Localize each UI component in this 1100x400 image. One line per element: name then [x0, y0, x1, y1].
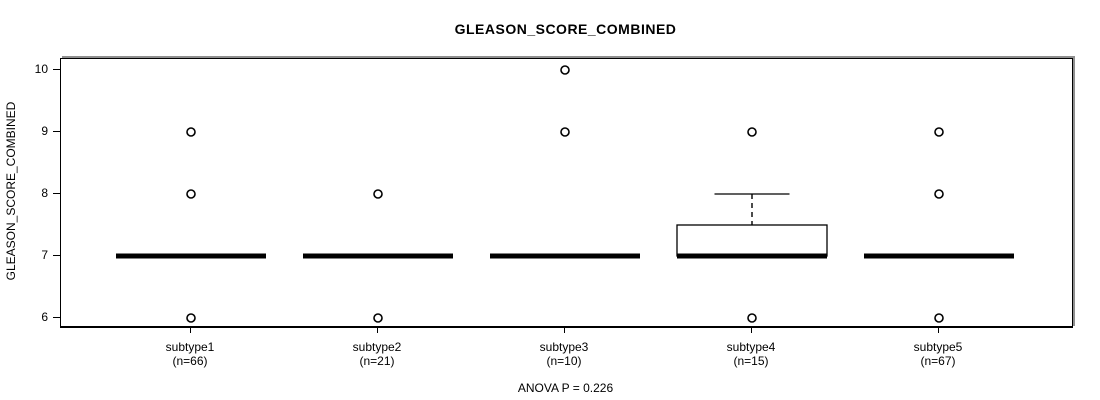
group-label-subtype1: subtype1 (n=66) — [97, 340, 283, 368]
outlier-point — [186, 127, 196, 137]
group-label-subtype5: subtype5 (n=67) — [845, 340, 1031, 368]
group-n-count: (n=67) — [920, 354, 956, 368]
chart-title: GLEASON_SCORE_COMBINED — [454, 21, 677, 37]
x-tick-mark — [190, 327, 191, 333]
x-tick-mark — [564, 327, 565, 333]
outlier-point — [747, 127, 757, 137]
y-tick-label: 8 — [41, 186, 48, 200]
group-name: subtype1 — [165, 340, 215, 354]
iqr-box — [676, 224, 828, 257]
outlier-point — [186, 189, 196, 199]
group-n-count: (n=15) — [733, 354, 769, 368]
group-label-subtype3: subtype3 (n=10) — [471, 340, 657, 368]
y-tick-mark — [53, 193, 60, 194]
outlier-point — [934, 127, 944, 137]
y-tick-mark — [53, 131, 60, 132]
outlier-point — [934, 313, 944, 323]
group-n-count: (n=66) — [172, 354, 208, 368]
x-tick-mark — [938, 327, 939, 333]
group-name: subtype3 — [539, 340, 589, 354]
y-tick-mark — [53, 69, 60, 70]
y-tick-label: 6 — [41, 310, 48, 324]
outlier-point — [560, 65, 570, 75]
outlier-point — [934, 189, 944, 199]
anova-p-value: ANOVA P = 0.226 — [517, 381, 614, 395]
outlier-point — [373, 189, 383, 199]
outlier-point — [747, 313, 757, 323]
group-name: subtype4 — [726, 340, 776, 354]
x-tick-mark — [377, 327, 378, 333]
y-tick-mark — [53, 255, 60, 256]
boxplot-canvas — [116, 65, 1014, 323]
group-name: subtype2 — [352, 340, 402, 354]
group-label-subtype2: subtype2 (n=21) — [284, 340, 470, 368]
group-n-count: (n=21) — [359, 354, 395, 368]
y-tick-label: 7 — [41, 248, 48, 262]
plot-area — [60, 58, 1073, 328]
group-name: subtype5 — [913, 340, 963, 354]
y-tick-label: 10 — [34, 62, 48, 76]
x-tick-mark — [751, 327, 752, 333]
outlier-point — [560, 127, 570, 137]
y-tick-mark — [53, 317, 60, 318]
outlier-point — [186, 313, 196, 323]
group-label-subtype4: subtype4 (n=15) — [658, 340, 844, 368]
y-tick-label: 9 — [41, 124, 48, 138]
outlier-point — [373, 313, 383, 323]
group-n-count: (n=10) — [546, 354, 582, 368]
